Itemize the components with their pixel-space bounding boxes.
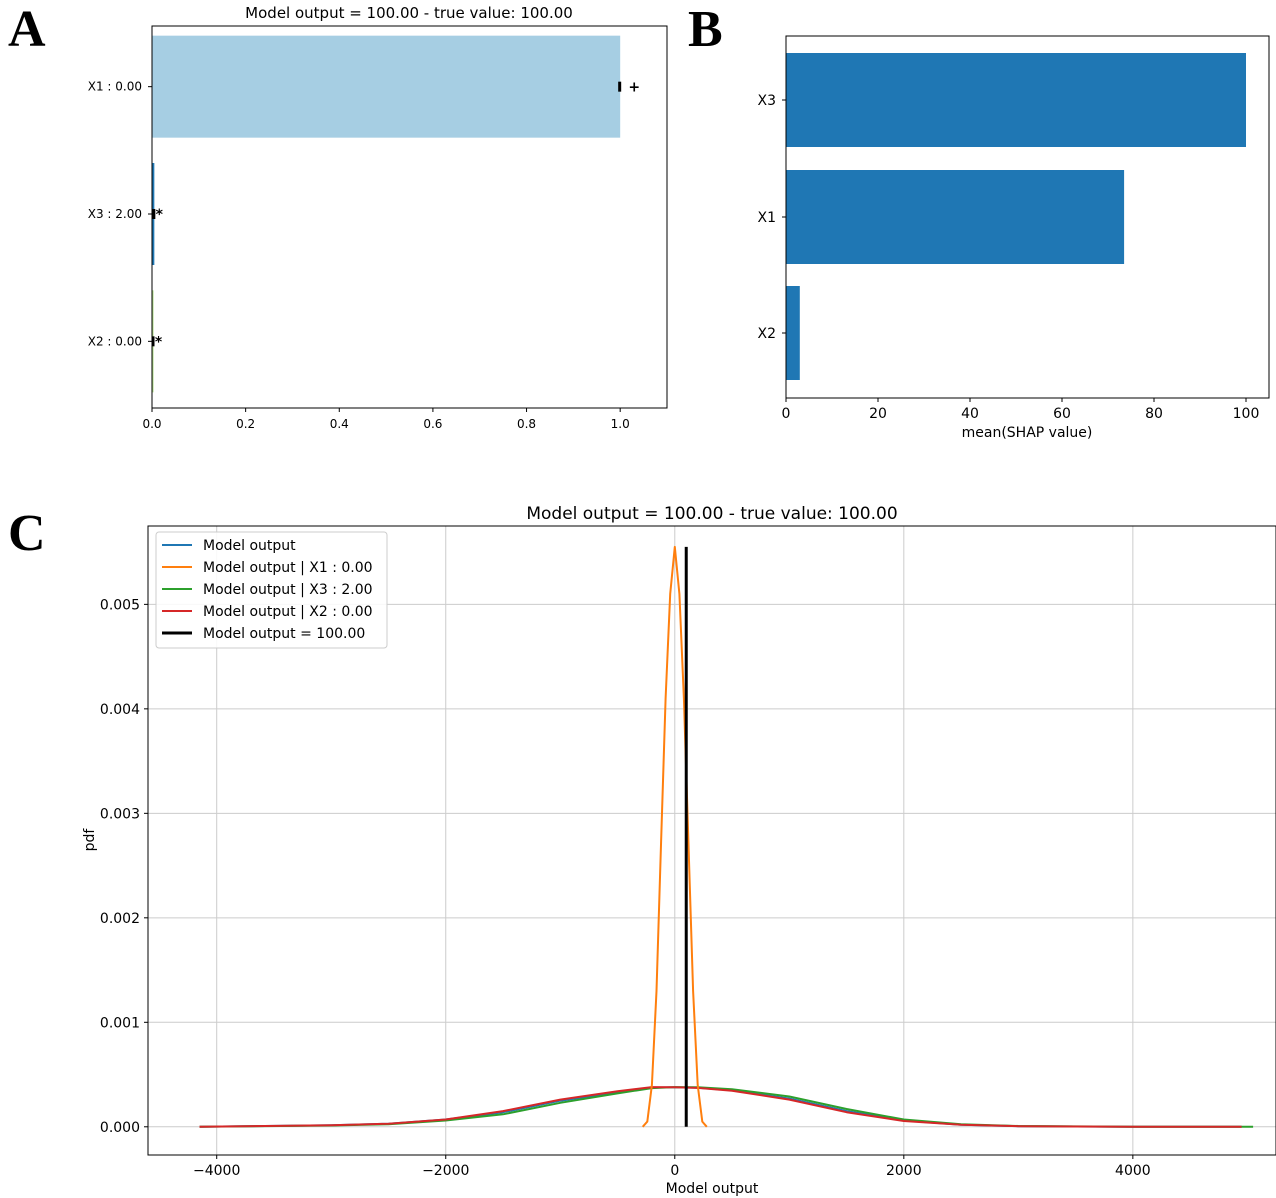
chart-c-xlabel: Model output <box>666 1181 759 1197</box>
chart-b-bar <box>786 170 1125 264</box>
chart-a-xtick-label: 0.4 <box>330 417 349 431</box>
chart-c-frame <box>147 525 1276 1156</box>
chart-a-xtick-label: 1.0 <box>611 417 630 431</box>
chart-b-xtick-label: 0 <box>782 406 791 422</box>
chart-c-legend-label: Model output <box>203 538 296 554</box>
chart-a-title: Model output = 100.00 - true value: 100.… <box>245 4 573 22</box>
chart-a-marker: * <box>156 207 164 223</box>
chart-c-series-line <box>199 1086 1254 1128</box>
chart-c-xtick-label: 4000 <box>1115 1163 1151 1179</box>
chart-c-xtick-label: −4000 <box>193 1163 240 1179</box>
panel-letter-c: C <box>8 505 46 562</box>
chart-b-bar <box>786 286 800 380</box>
chart-b-xtick-label: 40 <box>961 406 979 422</box>
chart-c-legend-label: Model output = 100.00 <box>203 626 365 642</box>
chart-b-xlabel: mean(SHAP value) <box>962 425 1093 441</box>
chart-c-legend-label: Model output | X1 : 0.00 <box>203 560 373 576</box>
chart-c-ytick-label: 0.002 <box>100 911 140 927</box>
chart-a-xtick-label: 0.2 <box>236 417 255 431</box>
chart-c-xtick-label: 0 <box>670 1163 679 1179</box>
chart-a-category-label: X3 : 2.00 <box>88 207 142 221</box>
chart-c-legend-label: Model output | X2 : 0.00 <box>203 604 373 620</box>
chart-b-xtick-label: 80 <box>1145 406 1163 422</box>
chart-b-category-label: X2 <box>758 326 777 342</box>
chart-a: Model output = 100.00 - true value: 100.… <box>88 4 668 431</box>
chart-c-ytick-label: 0.000 <box>100 1120 140 1136</box>
chart-a-category-label: X1 : 0.00 <box>88 80 142 94</box>
panel-letter-b: B <box>688 1 723 58</box>
chart-b-xtick-label: 60 <box>1053 406 1071 422</box>
chart-a-xtick-label: 0.0 <box>142 417 161 431</box>
chart-c-ytick-label: 0.004 <box>100 702 140 718</box>
chart-b-category-label: X3 <box>758 93 777 109</box>
chart-c-series-line <box>199 1086 1242 1128</box>
chart-c-ytick-label: 0.001 <box>100 1015 140 1031</box>
chart-c-xtick-label: −2000 <box>422 1163 469 1179</box>
chart-a-bar <box>152 35 621 138</box>
chart-c-title: Model output = 100.00 - true value: 100.… <box>526 504 897 524</box>
chart-a-errorbar <box>152 209 156 219</box>
chart-b-xtick-label: 100 <box>1233 406 1260 422</box>
chart-c-xtick-label: 2000 <box>886 1163 922 1179</box>
chart-a-errorbar <box>618 81 622 92</box>
chart-a-marker: * <box>155 334 163 350</box>
chart-a-category-label: X2 : 0.00 <box>88 334 142 348</box>
panel-letter-a: A <box>8 1 46 58</box>
chart-b-category-label: X1 <box>758 210 777 226</box>
chart-c: Model output = 100.00 - true value: 100.… <box>82 504 1276 1197</box>
chart-c-ytick-label: 0.003 <box>100 806 140 822</box>
chart-a-xtick-label: 0.6 <box>423 417 442 431</box>
chart-c-legend-label: Model output | X3 : 2.00 <box>203 582 373 598</box>
chart-c-series-line <box>199 1086 1242 1128</box>
chart-a-frame <box>151 25 668 409</box>
chart-a-marker: + <box>628 80 640 96</box>
chart-b-frame <box>785 35 1270 399</box>
chart-c-ytick-label: 0.005 <box>100 597 140 613</box>
chart-b: 0 20 40 60 80 100 X3 X1 X2 mean(SHAP value) <box>758 35 1270 441</box>
chart-c-legend: Model output Model output | X1 : 0.00 Mode… <box>155 531 388 649</box>
chart-c-ylabel: pdf <box>82 828 98 852</box>
chart-c-series-line <box>641 545 708 1128</box>
chart-b-bar <box>786 53 1246 147</box>
chart-b-xtick-label: 20 <box>869 406 887 422</box>
chart-a-xtick-label: 0.8 <box>517 417 536 431</box>
chart-a-errorbar <box>151 336 155 347</box>
chart-c-legend-box <box>155 531 388 649</box>
